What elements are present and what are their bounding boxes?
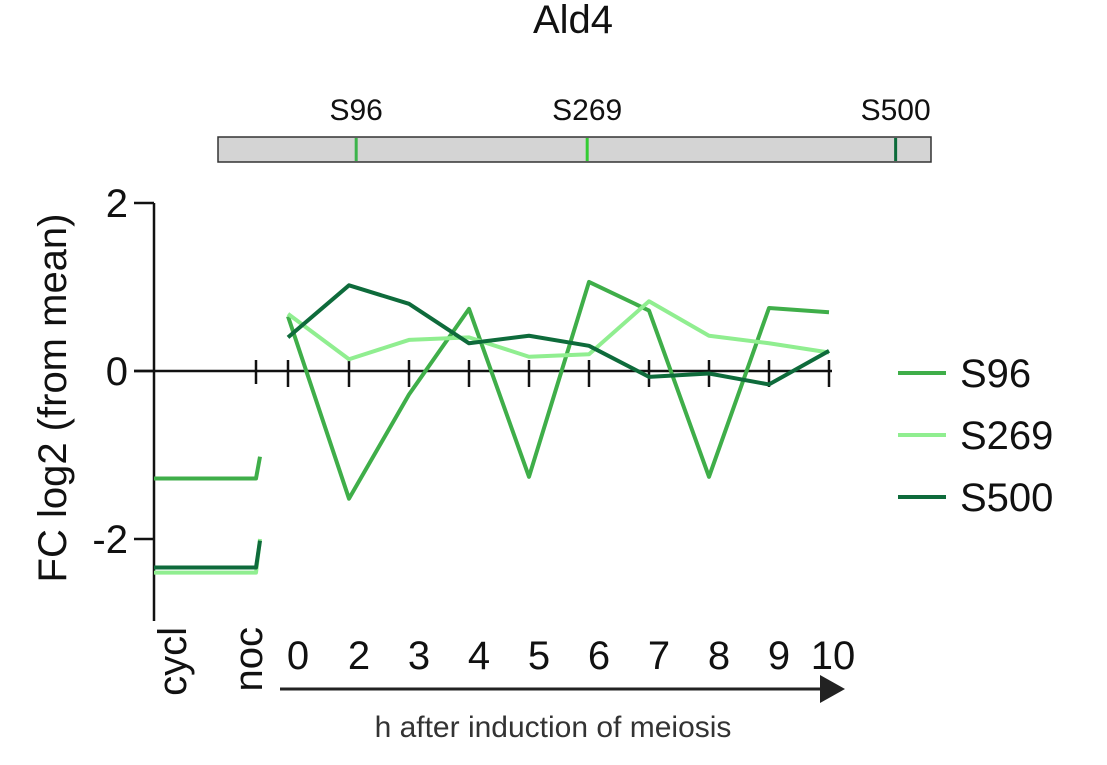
series-line-s500 [286, 283, 830, 387]
x-tick-label: 5 [528, 634, 550, 678]
series-lines [154, 279, 830, 575]
x-axis-label: h after induction of meiosis [375, 711, 732, 744]
x-tick-label: 4 [468, 634, 490, 678]
chart-title: Ald4 [533, 0, 613, 42]
x-tick-label: 6 [588, 634, 610, 678]
y-ticks: 2 0 -2 [92, 182, 154, 562]
series-control-s500 [154, 540, 262, 570]
legend-label-s96: S96 [960, 352, 1031, 396]
x-tick-label: 9 [768, 634, 790, 678]
legend: S96 S269 S500 [898, 352, 1053, 520]
x-tick-label: 0 [287, 634, 309, 678]
y-tick-label: 0 [106, 350, 128, 394]
y-tick-label: 2 [106, 182, 128, 226]
legend-label-s500: S500 [960, 476, 1053, 520]
protein-map: S96 S269 S500 [217, 94, 932, 163]
y-axis-label: FC log2 (from mean) [31, 214, 75, 583]
site-label-s96: S96 [329, 94, 382, 127]
x-tick-label: 8 [708, 634, 730, 678]
control-label-noc: noc [227, 627, 271, 692]
control-label-cycl: cycl [151, 627, 195, 696]
y-tick-label: -2 [92, 518, 128, 562]
x-tick-label: 10 [811, 634, 856, 678]
x-tick-label: 2 [348, 634, 370, 678]
series-control-s96 [154, 456, 262, 481]
site-label-s269: S269 [552, 94, 622, 127]
x-tick-label: 3 [408, 634, 430, 678]
legend-label-s269: S269 [960, 414, 1053, 458]
x-axis-arrow [280, 675, 845, 703]
x-tick-label: 7 [648, 634, 670, 678]
series-line-s269 [286, 299, 830, 362]
protein-bar [217, 136, 932, 163]
site-label-s500: S500 [861, 94, 931, 127]
x-tick-labels: 0 2 3 4 5 6 7 8 9 10 cycl noc [151, 627, 855, 696]
series-line-s96 [286, 279, 830, 501]
